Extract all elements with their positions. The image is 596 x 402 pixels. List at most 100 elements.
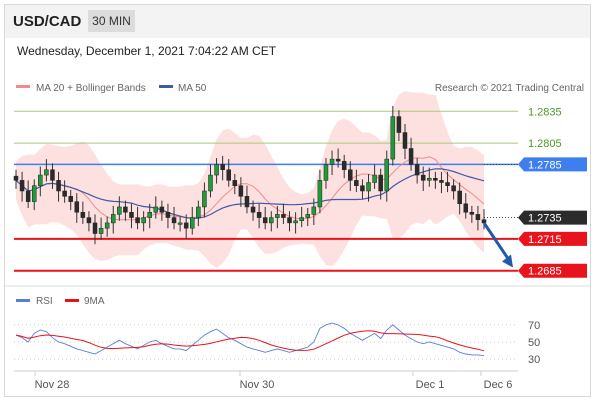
candle-body	[414, 164, 420, 176]
candle-body	[275, 214, 280, 218]
candle-body	[420, 174, 426, 181]
copyright: Research © 2021 Trading Central	[435, 83, 584, 94]
moving-averages	[15, 156, 485, 221]
projection-line	[482, 222, 512, 263]
candle-body	[299, 217, 304, 222]
candle-body	[25, 190, 31, 202]
price-levels	[14, 110, 518, 272]
rsi-level-label: 30	[528, 354, 540, 366]
candle-body	[256, 212, 262, 218]
candle-body	[244, 196, 250, 208]
candle-body	[433, 177, 438, 181]
candle-body	[408, 148, 414, 165]
level-tag-3	[518, 210, 587, 225]
level-labels: 1.2835 1.2805 1.2785 1.2735 1.2715 1.2685	[518, 106, 587, 278]
candle-body	[238, 185, 244, 197]
candle-body	[475, 214, 481, 220]
candle-body	[56, 180, 61, 192]
candle-body	[92, 222, 98, 234]
candle-body	[141, 217, 146, 224]
candle-body	[469, 212, 475, 215]
level-label-5: 1.2685	[528, 266, 562, 278]
candle-body	[190, 217, 195, 229]
candle-body	[135, 217, 140, 224]
candle-body	[62, 190, 67, 197]
symbol-label: USD/CAD	[13, 13, 82, 30]
legend-ma-bb-swatch	[16, 85, 30, 88]
candle-body	[329, 158, 335, 165]
candle-body	[50, 169, 55, 181]
rsi-line	[15, 322, 485, 357]
rsi-level-label: 70	[528, 320, 540, 332]
candle-body	[159, 206, 165, 213]
x-axis-labels: Nov 28 Nov 30 Dec 1 Dec 6	[34, 371, 513, 391]
chart-datetime: Wednesday, December 1, 2021 7:04:22 AM C…	[17, 44, 277, 58]
candle-body	[250, 206, 256, 213]
projection-arrow	[482, 222, 513, 268]
candle-body	[281, 214, 286, 218]
level-tag-5	[518, 263, 587, 278]
candle-body	[98, 227, 104, 234]
candle-body	[220, 164, 225, 170]
level-tag-2	[518, 157, 587, 172]
candle-body	[153, 206, 159, 213]
candle-body	[269, 217, 274, 224]
x-tick-label: Nov 30	[240, 379, 275, 391]
timeframe-badge[interactable]: 30 MIN	[88, 10, 135, 32]
candle-body	[402, 132, 408, 149]
candle-body	[390, 116, 396, 160]
candle-body	[147, 212, 152, 218]
candle-body	[378, 174, 383, 192]
legend-9ma-swatch	[65, 299, 79, 302]
candle-body	[110, 214, 116, 224]
bollinger-area	[16, 91, 484, 268]
candle-body	[372, 174, 377, 183]
candle-body	[202, 190, 207, 208]
candle-body	[317, 180, 323, 208]
bollinger-bands	[16, 91, 484, 268]
x-tick-label: Dec 6	[484, 379, 513, 391]
candle-body	[80, 212, 86, 218]
candle-body	[104, 222, 110, 229]
candle-body	[38, 174, 43, 186]
candle-body	[86, 217, 92, 224]
candle-body	[123, 206, 128, 213]
level-label-3: 1.2735	[528, 213, 562, 225]
legend-ma-bb: MA 20 + Bollinger Bands	[36, 83, 146, 94]
chart-header: USD/CAD 30 MIN	[5, 5, 590, 38]
legend-ma50: MA 50	[178, 83, 207, 94]
candle-body	[19, 180, 25, 192]
candle-body	[445, 182, 450, 186]
candle-body	[396, 116, 402, 133]
candle-body	[384, 158, 390, 192]
candle-body	[463, 203, 469, 213]
candle-body	[183, 222, 189, 229]
candle-body	[360, 185, 365, 192]
candle-body	[439, 180, 444, 183]
candles	[13, 105, 487, 245]
level-label-0: 1.2835	[528, 106, 562, 118]
candle-body	[117, 206, 122, 215]
candle-body	[323, 164, 329, 181]
candle-body	[457, 190, 462, 205]
legend-rsi: RSI	[36, 296, 53, 307]
candle-body	[341, 160, 347, 170]
rsi-level-label: 50	[528, 337, 540, 349]
candle-body	[171, 217, 177, 224]
legend-9ma: 9MA	[84, 296, 105, 307]
candle-body	[129, 212, 134, 218]
candle-body	[335, 158, 341, 162]
level-tag-4	[518, 231, 587, 246]
candle-body	[165, 212, 171, 218]
candle-body	[226, 169, 231, 181]
rsi-9ma-line	[15, 330, 485, 352]
candle-body	[451, 185, 456, 192]
candle-body	[208, 174, 213, 192]
legend-ma50-swatch	[159, 85, 173, 88]
candle-body	[354, 180, 359, 186]
candle-body	[427, 177, 432, 181]
projection-arrowhead	[502, 254, 513, 268]
candle-body	[74, 201, 80, 213]
candle-body	[311, 206, 317, 215]
